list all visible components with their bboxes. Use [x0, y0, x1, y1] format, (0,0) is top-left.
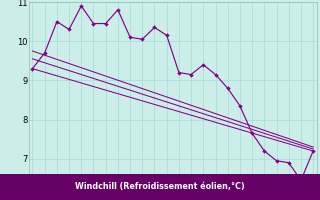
Text: Windchill (Refroidissement éolien,°C): Windchill (Refroidissement éolien,°C)	[75, 182, 245, 192]
